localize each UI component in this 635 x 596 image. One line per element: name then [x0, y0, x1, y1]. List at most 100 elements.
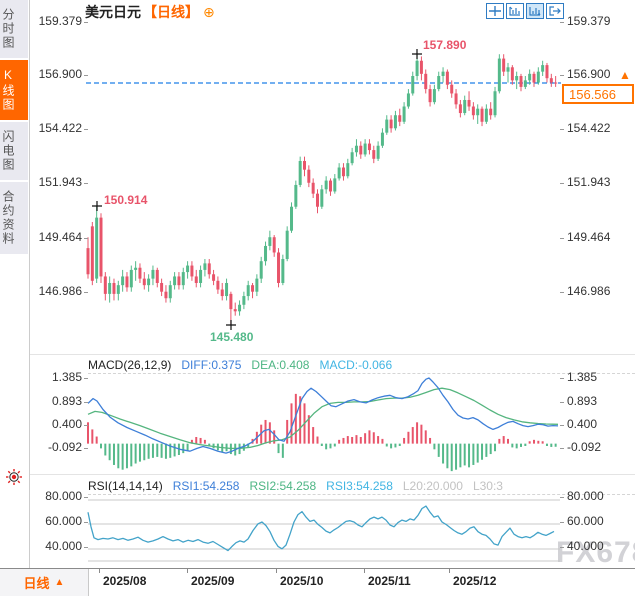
- axis-tick: [84, 129, 88, 130]
- price-axis-label-left: 156.900: [38, 67, 82, 81]
- period-selector-label: 日线: [23, 576, 50, 591]
- month-tick: [99, 569, 100, 573]
- price-annotation: 150.914: [104, 193, 148, 207]
- month-tick: [364, 569, 365, 573]
- export-icon[interactable]: [546, 3, 564, 19]
- axis-tick: [84, 497, 88, 498]
- scale-right-icon[interactable]: [526, 3, 544, 19]
- axis-tick: [84, 448, 88, 449]
- axis-tick: [84, 547, 88, 548]
- sidebar-tab-k-chart[interactable]: K线图: [0, 60, 28, 122]
- axis-tick: [560, 292, 564, 293]
- rsi-header: RSI(14,14,14) RSI1:54.258 RSI2:54.258 RS…: [88, 479, 503, 493]
- current-price-box: 156.566: [562, 84, 634, 104]
- axis-tick: [560, 378, 564, 379]
- price-axis-label-right: 154.422: [567, 121, 611, 135]
- macd-axis-label-left: 0.893: [51, 394, 82, 408]
- axis-tick: [84, 22, 88, 23]
- scale-left-icon[interactable]: [506, 3, 524, 19]
- rsi-axis-label-left: 80.000: [45, 489, 82, 503]
- hot-indicator-icon: [6, 469, 22, 485]
- axis-tick: [560, 129, 564, 130]
- price-annotation: 157.890: [423, 38, 467, 52]
- price-axis-label-right: 156.900: [567, 67, 611, 81]
- x-axis-line: [0, 568, 635, 569]
- panel-divider: [30, 354, 635, 355]
- period-selector[interactable]: 日线 ▲: [0, 569, 89, 596]
- sidebar-tab-contract-info[interactable]: 合约资料: [0, 182, 28, 256]
- sidebar: 分时图 K线图 闪电图 合约资料: [0, 0, 30, 570]
- macd-header: MACD(26,12,9) DIFF:0.375 DEA:0.408 MACD:…: [88, 358, 392, 372]
- rsi3-value: RSI3:54.258: [326, 479, 393, 493]
- price-axis-label-right: 149.464: [567, 230, 611, 244]
- axis-tick: [84, 378, 88, 379]
- rsi-axis-label-right: 60.000: [567, 514, 604, 528]
- macd-axis-label-left: 0.400: [51, 417, 82, 431]
- axis-tick: [84, 75, 88, 76]
- month-tick: [276, 569, 277, 573]
- price-axis-label-left: 151.943: [38, 175, 82, 189]
- rsi-params[interactable]: RSI(14,14,14): [88, 479, 163, 493]
- rsi2-value: RSI2:54.258: [249, 479, 317, 493]
- axis-tick: [84, 238, 88, 239]
- sidebar-tab-time-chart[interactable]: 分时图: [0, 0, 28, 60]
- price-axis-label-right: 159.379: [567, 14, 611, 28]
- macd-diff-value: DIFF:0.375: [181, 358, 242, 372]
- price-axis-label-right: 151.943: [567, 175, 611, 189]
- add-indicator-icon[interactable]: ⊕: [203, 3, 215, 20]
- macd-axis-label-right: 0.400: [567, 417, 598, 431]
- chart-toolbar: [486, 3, 564, 19]
- macd-axis-label-left: -0.092: [47, 440, 82, 454]
- price-annotation: 145.480: [210, 330, 254, 344]
- macd-axis-label-left: 1.385: [51, 370, 82, 384]
- axis-tick: [560, 183, 564, 184]
- rsi-axis-label-left: 60.000: [45, 514, 82, 528]
- rsi-axis-label-right: 80.000: [567, 489, 604, 503]
- axis-tick: [84, 183, 88, 184]
- month-tick: [449, 569, 450, 573]
- month-tick: [187, 569, 188, 573]
- rsi-l20-value: L20:20.000: [402, 479, 463, 493]
- axis-tick: [560, 238, 564, 239]
- chevron-up-icon: ▲: [54, 577, 65, 588]
- instrument-title: 美元日元: [85, 4, 141, 20]
- fx678-watermark: FX678: [556, 536, 635, 569]
- x-axis-month-label: 2025/09: [191, 574, 235, 588]
- axis-tick: [84, 522, 88, 523]
- axis-tick: [84, 425, 88, 426]
- panel-divider: [30, 474, 635, 475]
- price-axis-label-left: 159.379: [38, 14, 82, 28]
- rsi-header-underline: [88, 494, 635, 495]
- macd-header-underline: [88, 373, 635, 374]
- axis-tick: [84, 292, 88, 293]
- price-up-arrow-icon: ▲: [619, 68, 631, 82]
- x-axis-month-label: 2025/11: [368, 574, 411, 588]
- macd-params[interactable]: MACD(26,12,9): [88, 358, 172, 372]
- crosshair-icon[interactable]: [486, 3, 504, 19]
- price-axis-label-left: 146.986: [38, 284, 82, 298]
- macd-dea-value: DEA:0.408: [251, 358, 310, 372]
- axis-tick: [560, 75, 564, 76]
- price-axis-label-left: 154.422: [38, 121, 82, 135]
- axis-tick: [560, 22, 564, 23]
- price-axis-label-left: 149.464: [38, 230, 82, 244]
- sidebar-tab-flash-chart[interactable]: 闪电图: [0, 122, 28, 182]
- rsi-axis-label-right: 40.000: [567, 539, 604, 553]
- rsi-axis-label-left: 40.000: [45, 539, 82, 553]
- rsi-l30-value: L30:3: [472, 479, 503, 493]
- axis-tick: [560, 522, 564, 523]
- price-axis-label-right: 146.986: [567, 284, 611, 298]
- axis-tick: [560, 402, 564, 403]
- chart-title-row: 美元日元 【日线】 ⊕: [85, 3, 215, 21]
- x-axis-month-label: 2025/12: [453, 574, 497, 588]
- rsi1-value: RSI1:54.258: [172, 479, 240, 493]
- macd-axis-label-right: 0.893: [567, 394, 598, 408]
- axis-tick: [560, 448, 564, 449]
- macd-axis-label-right: 1.385: [567, 370, 598, 384]
- macd-axis-label-right: -0.092: [567, 440, 602, 454]
- axis-tick: [560, 547, 564, 548]
- axis-tick: [84, 402, 88, 403]
- period-tag: 【日线】: [143, 4, 199, 20]
